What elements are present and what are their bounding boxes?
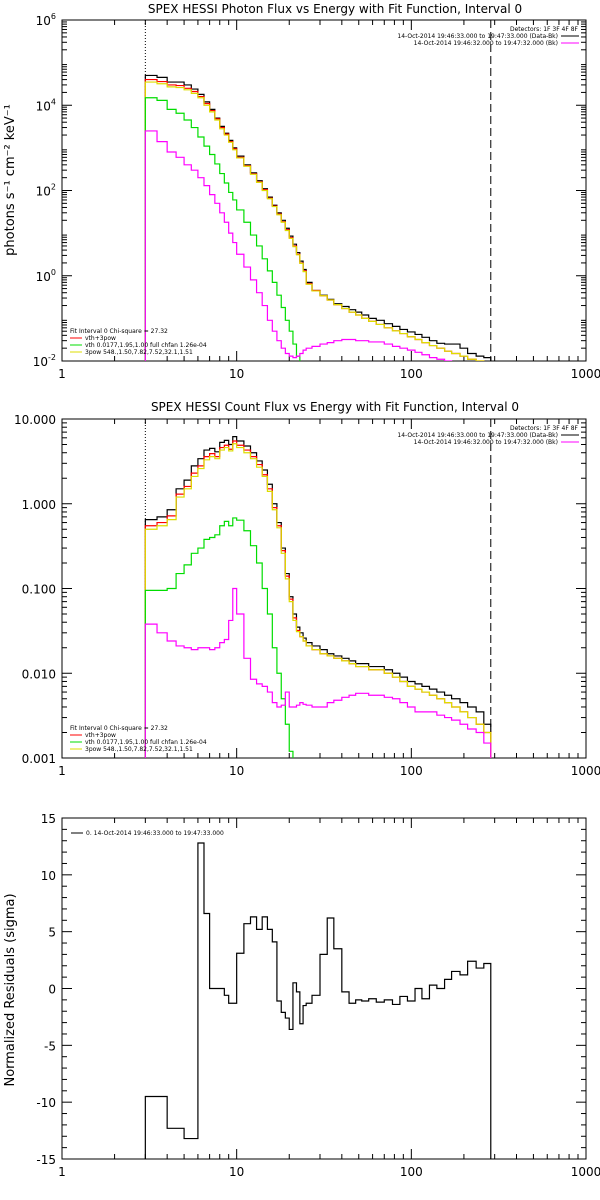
panel-count-xtick-label: 1: [58, 764, 66, 778]
panel-residuals-ytick-label: 15: [41, 812, 56, 826]
ytick-exponent: -2: [48, 353, 56, 362]
panel-residuals-ylabel: Normalized Residuals (sigma): [3, 893, 18, 1086]
panel-photon-legend-detectors: Detectors: 1F 3F 4F 8F: [510, 26, 579, 33]
panel-count-legend-top-right: Detectors: 1F 3F 4F 8F 14-Oct-2014 19:46…: [397, 425, 579, 446]
panel-count-legend-bottom-left: Fit Interval 0 Chi-square = 27.32 vth+3p…: [70, 725, 207, 753]
panel-residuals-ytick-label: 5: [48, 926, 56, 940]
panel-count-xtick-label: 1000: [571, 764, 600, 778]
panel-photon-series-sum: [144, 81, 485, 361]
panel-count-legend-bk: 14-Oct-2014 19:46:32.000 to 19:47:32.000…: [414, 439, 558, 446]
panel-count-ytick-label: 0.001: [22, 752, 56, 766]
panel-count-ytick-label: 0.100: [22, 583, 56, 597]
panel-photon-series-data: [144, 74, 492, 361]
ytick-base: 10: [36, 185, 51, 199]
panel-count-title: SPEX HESSI Count Flux vs Energy with Fit…: [151, 400, 519, 414]
panel-residuals-legend-label: 0. 14-Oct-2014 19:46:33.000 to 19:47:33.…: [86, 830, 224, 837]
panel-residuals-ytick-label: -5: [44, 1039, 56, 1053]
panel-count-legend-fit: Fit Interval 0 Chi-square = 27.32: [70, 725, 168, 732]
panel-count-series-sum: [144, 443, 492, 758]
panel-photon-ytick-label: 100: [36, 268, 56, 284]
panel-residuals-xtick-label: 1: [58, 1165, 66, 1179]
panel-residuals-series-group: [144, 842, 492, 1159]
panel-photon-xtick-label: 1000: [571, 367, 600, 381]
panel-photon-legend-databk: 14-Oct-2014 19:46:33.000 to 19:47:33.000…: [397, 33, 558, 40]
panel-photon-ytick-label: 10-2: [33, 353, 56, 369]
panel-photon-legend-total: vth+3pow: [85, 335, 116, 342]
panel-count-series-data: [144, 435, 492, 758]
panel-photon-legend-bottom-left: Fit Interval 0 Chi-square = 27.32 vth+3p…: [70, 328, 207, 356]
ytick-exponent: 6: [51, 12, 56, 21]
panel-count-xtick-label: 10: [229, 764, 244, 778]
panel-count-series-powerlaw: [144, 587, 492, 758]
panel-count-series-thermal: [144, 517, 294, 758]
panel-residuals-ytick-label: -15: [36, 1153, 56, 1167]
panel-photon-ylabel: photons s⁻¹ cm⁻² keV⁻¹: [3, 104, 18, 256]
panel-residuals-ytick-label: 10: [41, 869, 56, 883]
panel-count-ytick-label: 10.000: [14, 413, 56, 427]
ytick-exponent: 0: [51, 268, 56, 277]
panel-count-legend-detectors: Detectors: 1F 3F 4F 8F: [510, 425, 579, 432]
panel-photon-xtick-label: 100: [400, 367, 423, 381]
panel-count-ytick-label: 1.000: [22, 498, 56, 512]
panel-count-ytick-label: 0.010: [22, 667, 56, 681]
panel-residuals-series-data: [144, 842, 492, 1159]
ytick-base: 10: [36, 270, 51, 284]
panel-residuals-xtick-label: 100: [400, 1165, 423, 1179]
panel-count-series-group: [144, 435, 492, 758]
panel-photon-ytick-label: 106: [36, 12, 56, 28]
panel-photon-legend-thermal: vth 0.0177,1.95,1.00 full chfan 1.26e-04: [85, 342, 207, 349]
ytick-base: 10: [33, 355, 48, 369]
panel-count-content: 1 10 100 1000 0.001 0.010 0.100 1.000 10.000: [14, 413, 600, 778]
panel-photon-legend-top-right: Detectors: 1F 3F 4F 8F 14-Oct-2014 19:46…: [397, 26, 579, 47]
panel-photon-ytick-label: 104: [36, 97, 56, 113]
panel-photon-legend-fit: Fit Interval 0 Chi-square = 27.32: [70, 328, 168, 335]
panel-photon-ytick-label: 102: [36, 183, 56, 199]
panel-photon-xtick-label: 1: [58, 367, 66, 381]
panel-residuals-ytick-label: -10: [36, 1096, 56, 1110]
panel-photon-series-powerlaw: [144, 130, 453, 361]
panel-residuals: Normalized Residuals (sigma) 1 10 100 1000-…: [3, 812, 600, 1179]
panel-count-flux: SPEX HESSI Count Flux vs Energy with Fit…: [14, 400, 600, 778]
panel-count-legend-sum: 3pow 548.,1.50,7.82,7.52,32.1,1.51: [85, 746, 193, 753]
panel-residuals-xtick-label: 10: [229, 1165, 244, 1179]
ytick-exponent: 4: [51, 97, 56, 106]
panel-count-xtick-label: 100: [400, 764, 423, 778]
panel-residuals-plot-area: [61, 817, 587, 1160]
panel-count-legend-total: vth+3pow: [85, 732, 116, 739]
panel-photon-xtick-label: 10: [229, 367, 244, 381]
panel-photon-title: SPEX HESSI Photon Flux vs Energy with Fi…: [148, 2, 522, 16]
panel-photon-series-thermal: [144, 97, 301, 361]
panel-count-legend-databk: 14-Oct-2014 19:46:33.000 to 19:47:33.000…: [397, 432, 558, 439]
panel-photon-plot-area: [61, 19, 587, 362]
ytick-base: 10: [36, 14, 51, 28]
panel-photon-series-group: [144, 74, 492, 361]
panel-residuals-xtick-label: 1000: [571, 1165, 600, 1179]
panel-photon-legend-sum: 3pow 548.,1.50,7.82,7.52,32.1,1.51: [85, 349, 193, 356]
ytick-base: 10: [36, 99, 51, 113]
panel-residuals-legend: 0. 14-Oct-2014 19:46:33.000 to 19:47:33.…: [71, 830, 224, 837]
panel-residuals-content: 1 10 100 1000 -15 -10 -5 0 5 10 15: [36, 812, 600, 1179]
panel-photon-flux: SPEX HESSI Photon Flux vs Energy with Fi…: [3, 2, 600, 381]
panel-photon-legend-bk: 14-Oct-2014 19:46:32.000 to 19:47:32.000…: [414, 40, 558, 47]
panel-count-legend-thermal: vth 0.0177,1.95,1.00 full chfan 1.26e-04: [85, 739, 207, 746]
panel-residuals-ytick-label: 0: [48, 983, 56, 997]
ytick-exponent: 2: [51, 183, 56, 192]
